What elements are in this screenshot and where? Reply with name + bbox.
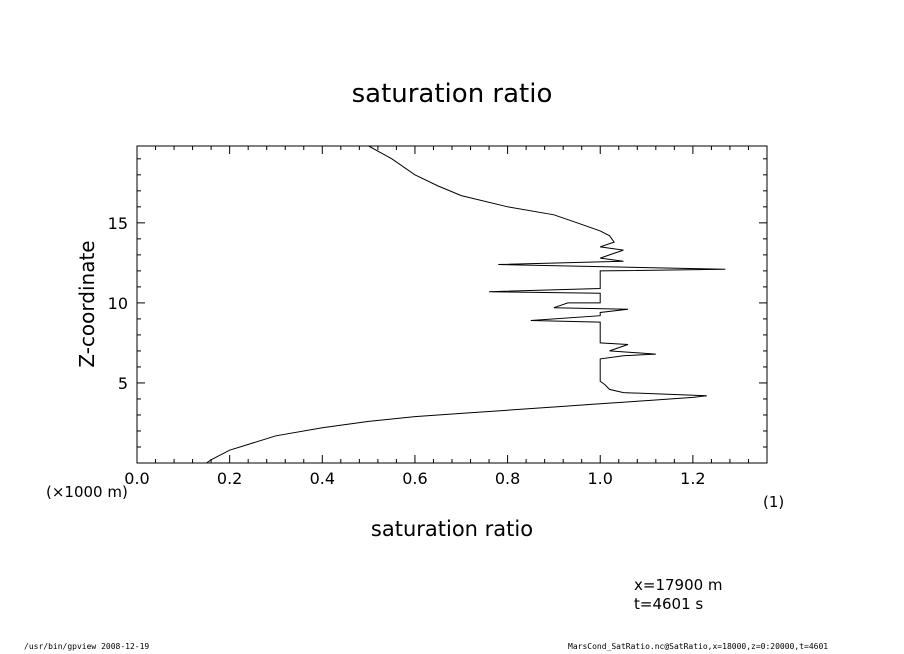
x-tick-label: 0.0 [124,469,149,488]
x-tick-label: 0.4 [310,469,335,488]
y-tick-labels: 5 10 15 [108,214,128,393]
footer-left: /usr/bin/gpview 2008-12-19 [24,642,150,651]
x-position-annotation: x=17900 m [634,576,723,594]
y-tick-label: 5 [118,374,128,393]
x-tick-labels: 0.0 0.2 0.4 0.6 0.8 1.0 1.2 [124,469,705,488]
y-tick-label: 15 [108,214,128,233]
x-tick-label: 1.2 [680,469,705,488]
x-tick-label: 1.0 [588,469,613,488]
x-tick-label: 0.6 [402,469,427,488]
x-axis-label: saturation ratio [371,517,533,541]
time-annotation: t=4601 s [634,595,703,613]
saturation-ratio-series-line [206,145,726,464]
x-tick-label: 0.8 [495,469,520,488]
plot-frame [136,145,768,464]
footer-right: MarsCond_SatRatio.nc@SatRatio,x=18000,z=… [568,642,829,651]
chart-title: saturation ratio [352,79,553,109]
y-tick-label: 10 [108,294,128,313]
y-axis-scale-label: (×1000 m) [46,483,128,501]
axis-ticks [136,146,768,463]
y-axis-label: Z-coordinate [75,240,99,367]
x-axis-unit-label: (1) [763,493,784,511]
x-tick-label: 0.2 [217,469,242,488]
